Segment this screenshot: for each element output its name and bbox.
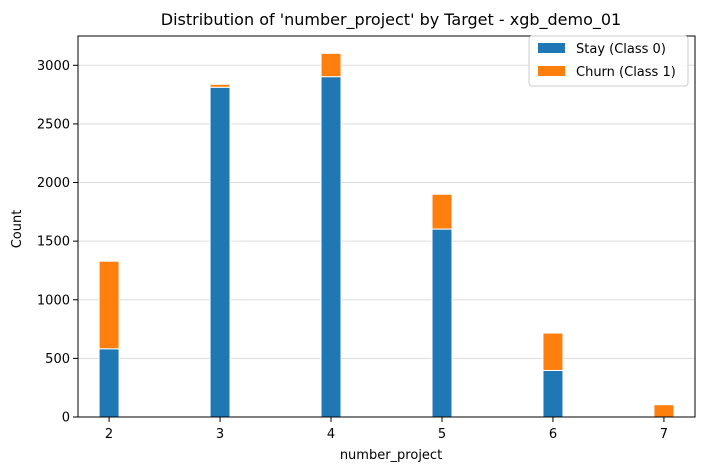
x-axis-label: number_project — [340, 448, 442, 463]
y-tick-label: 2500 — [37, 117, 70, 132]
legend-swatch-churn — [538, 66, 565, 76]
y-tick-label: 500 — [45, 352, 70, 367]
bar-churn — [431, 193, 453, 230]
plot-frame — [77, 35, 696, 418]
gridlines — [78, 64, 695, 359]
bar-churn — [542, 332, 564, 371]
x-tick-label: 7 — [660, 427, 668, 442]
y-axis: 0 500 1000 1500 2000 2500 3000 — [37, 59, 78, 426]
y-tick-label: 3000 — [37, 59, 70, 74]
y-tick-label: 0 — [62, 411, 70, 426]
x-tick-label: 3 — [216, 427, 224, 442]
bar-stay — [209, 86, 231, 418]
x-tick-label: 5 — [438, 427, 446, 442]
legend-frame — [528, 35, 689, 87]
bar-churn — [653, 404, 675, 418]
y-tick-label: 1500 — [37, 235, 70, 250]
bar-stay — [98, 348, 120, 418]
bars — [98, 52, 675, 418]
bar-churn — [98, 260, 120, 350]
legend-swatch-stay — [538, 43, 565, 53]
bar-churn — [320, 52, 342, 78]
bar-stay — [431, 228, 453, 418]
x-tick-label: 2 — [105, 427, 113, 442]
chart-title: Distribution of 'number_project' by Targ… — [161, 10, 621, 30]
y-tick-label: 2000 — [37, 176, 70, 191]
y-axis-label: Count — [10, 210, 25, 249]
legend-label-churn: Churn (Class 1) — [576, 65, 676, 80]
x-tick-label: 4 — [327, 427, 335, 442]
bar-stay — [542, 369, 564, 418]
x-tick-label: 6 — [549, 427, 557, 442]
y-tick-label: 1000 — [37, 293, 70, 308]
bar-stay — [320, 76, 342, 418]
bar-churn — [209, 83, 231, 88]
legend: Stay (Class 0) Churn (Class 1) — [528, 35, 689, 87]
legend-label-stay: Stay (Class 0) — [576, 42, 666, 57]
x-axis: 2 3 4 5 6 7 — [105, 417, 668, 442]
